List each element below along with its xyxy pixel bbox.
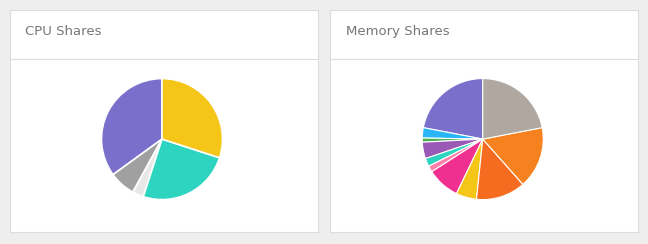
Wedge shape bbox=[422, 128, 483, 139]
Wedge shape bbox=[162, 79, 222, 158]
Wedge shape bbox=[432, 139, 483, 193]
Wedge shape bbox=[143, 139, 220, 200]
Wedge shape bbox=[422, 138, 483, 142]
Wedge shape bbox=[426, 139, 483, 166]
Wedge shape bbox=[113, 139, 162, 192]
Wedge shape bbox=[429, 139, 483, 172]
Wedge shape bbox=[102, 79, 162, 175]
Wedge shape bbox=[483, 79, 542, 139]
Wedge shape bbox=[456, 139, 483, 199]
Wedge shape bbox=[422, 139, 483, 159]
Text: CPU Shares: CPU Shares bbox=[25, 25, 102, 38]
Wedge shape bbox=[483, 128, 543, 184]
Wedge shape bbox=[133, 139, 162, 197]
Text: Memory Shares: Memory Shares bbox=[346, 25, 450, 38]
Wedge shape bbox=[476, 139, 523, 200]
Wedge shape bbox=[423, 79, 483, 139]
